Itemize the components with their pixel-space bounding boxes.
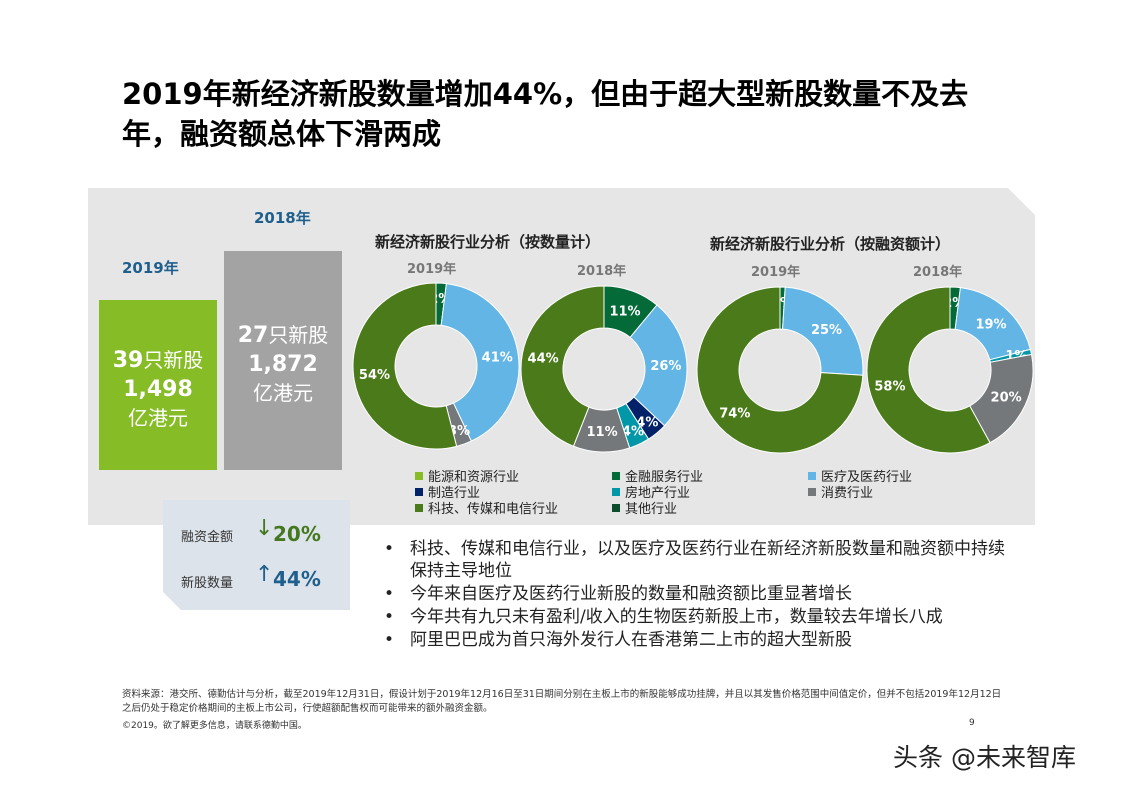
legend-label: 能源和资源行业 [428,470,520,485]
legend-swatch [612,471,620,480]
legend-label: 房地产行业 [625,486,691,501]
donut-slice [520,285,605,447]
donut-slice [629,304,688,427]
chart-group-title-count: 新经济新股行业分析（按数量计） [375,233,601,251]
data-label: 20% [991,390,1022,405]
data-label: 25% [811,323,842,338]
data-label: 4% [636,415,658,430]
amount-unit: 亿港元 [128,406,188,430]
donut-title: 2019年 [407,262,457,277]
donut-title: 2018年 [577,264,627,279]
bullet-list: 科技、传媒和电信行业，以及医疗及医药行业在新经济新股数量和融资额中持续保持主导地… [380,538,1010,652]
summary-box-2019: 39只新股 1,498 亿港元 [99,300,217,470]
arrow-down-icon: ↓ [255,516,274,541]
legend-swatch [415,487,423,496]
donut-slice [440,283,520,442]
legend-label: 医疗及医药行业 [821,470,913,485]
data-label: 19% [975,317,1006,332]
watermark: 头条 @未来智库 [893,743,1076,772]
bullet: 今年共有九只未有盈利/收入的生物医药新股上市，数量较去年增长八成 [380,606,1010,628]
donut-title: 2018年 [913,265,963,280]
legend-swatch [612,487,620,496]
data-label: 74% [719,406,750,421]
donut-slice [696,286,864,454]
amount-unit: 亿港元 [253,381,313,405]
donut-slice [352,282,458,450]
chart-group-title-amount: 新经济新股行业分析（按融资额计） [710,235,951,253]
legend-item: 能源和资源行业 [415,466,519,485]
page-title: 2019年新经济新股数量增加44%，但由于超大型新股数量不及去年，融资额总体下滑… [122,77,969,151]
count: 27 [237,323,269,348]
data-label: 41% [482,350,513,365]
bullet: 阿里巴巴成为首只海外发行人在香港第二上市的超大型新股 [380,629,1010,651]
footnote: 资料来源：港交所、德勤估计与分析，截至2019年12月31日，假设计划于2019… [122,689,1002,714]
amount: 1,872 [248,352,318,377]
page-number: 9 [969,718,975,728]
donut-title: 2019年 [751,265,801,280]
legend-item: 制造行业 [415,482,480,501]
arrow-up-icon: ↑ [255,562,274,587]
legend-item: 其他行业 [612,498,677,517]
count-unit: 只新股 [268,323,329,347]
legend-item: 科技、传媒和电信行业 [415,498,558,517]
summary-box-2018: 27只新股 1,872 亿港元 [224,251,342,470]
count-unit: 只新股 [143,348,204,372]
amount: 1,498 [123,377,193,402]
data-label: 11% [586,425,617,440]
donut-slice [782,286,864,376]
legend-item: 房地产行业 [612,482,690,501]
data-label: 4% [622,425,644,440]
legend-item: 金融服务行业 [612,466,703,485]
bullet: 今年来自医疗及医药行业新股的数量和融资额比重显著增长 [380,583,1010,605]
change-label: 新股数量 [181,576,234,591]
data-label: 26% [650,359,681,374]
count: 39 [112,348,144,373]
year-label-2019: 2019年 [122,259,179,277]
legend-label: 科技、传媒和电信行业 [428,502,559,517]
data-label: 58% [874,379,905,394]
data-label: 44% [528,351,559,366]
legend-swatch [415,503,423,512]
year-label-2018: 2018年 [254,209,311,227]
legend-swatch [612,503,620,512]
change-value: 44% [273,567,321,591]
legend-item: 消费行业 [808,482,873,501]
legend-label: 其他行业 [625,502,678,517]
legend-swatch [808,471,816,480]
legend-swatch [808,487,816,496]
bullet: 科技、传媒和电信行业，以及医疗及医药行业在新经济新股数量和融资额中持续保持主导地… [380,538,1010,582]
legend-label: 消费行业 [821,486,874,501]
legend-item: 医疗及医药行业 [808,466,912,485]
change-summary: 融资金额 ↓ 20% 新股数量 ↑ 44% [163,500,350,610]
donut-slice [866,286,991,454]
legend-label: 制造行业 [428,486,481,501]
change-label: 融资金额 [181,530,234,545]
copyright: ©2019。欲了解更多信息，请联系德勤中国。 [122,721,307,731]
data-label: 11% [609,305,640,320]
data-label: 54% [359,368,390,383]
legend-label: 金融服务行业 [625,470,704,485]
change-value: 20% [273,522,321,546]
legend-swatch [415,471,423,480]
